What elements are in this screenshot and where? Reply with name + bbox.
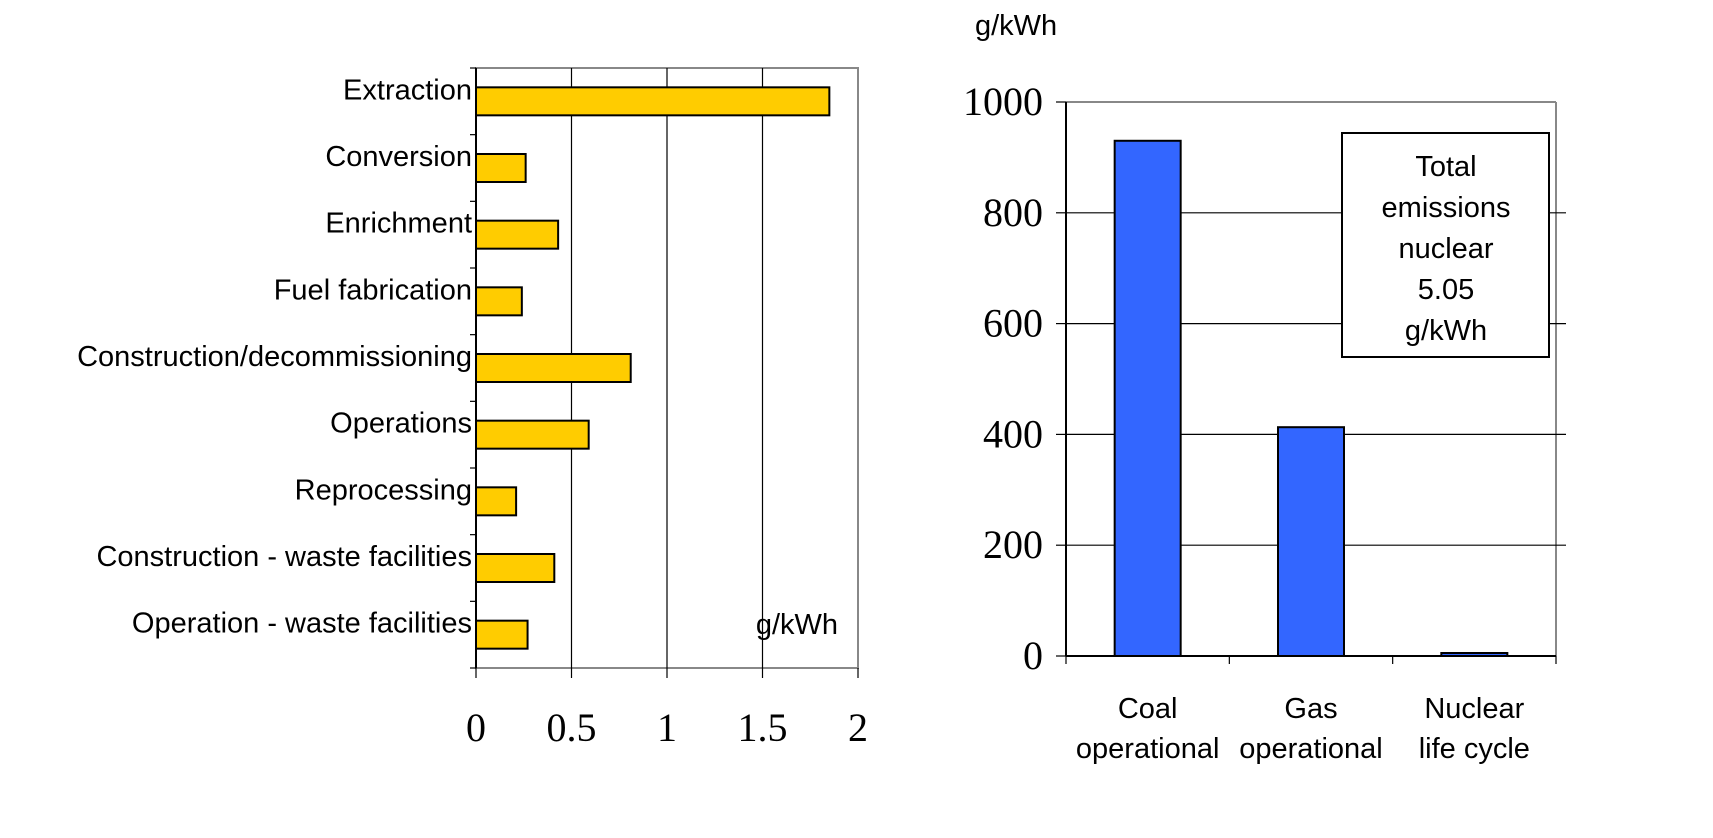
left-x-tick-label: 1.5 (738, 705, 788, 750)
left-bar (475, 153, 527, 183)
annotation-text-line: nuclear (1398, 233, 1493, 265)
right-y-tick-label: 0 (1023, 633, 1043, 678)
left-bar (475, 286, 523, 317)
left-category-label: Operations (330, 408, 472, 440)
left-category-label: Construction/decommissioning (77, 341, 472, 373)
right-category-label: operational (1239, 733, 1383, 765)
right-category-label: Nuclear (1424, 693, 1524, 725)
right-y-tick-label: 800 (983, 190, 1043, 235)
right-category-label: Coal (1118, 693, 1178, 725)
right-chart-emissions-comparison: g/kWh 0 200 400 600 800 1000 Coal operational Gas… (963, 10, 1566, 765)
left-bar (475, 419, 590, 450)
annotation-text-line: emissions (1382, 192, 1511, 224)
left-x-tick-label: 2 (848, 705, 868, 750)
left-chart-fuel-cycle-emissions: 0 0.5 1 1.5 2 Extraction Conversion Enrichment F… (77, 67, 868, 750)
right-category-label: operational (1076, 733, 1220, 765)
annotation-box (1341, 132, 1550, 358)
left-category-label: Fuel fabrication (274, 274, 472, 306)
right-y-tick-label: 400 (983, 411, 1043, 456)
left-bar (475, 353, 632, 383)
left-bar (475, 219, 560, 250)
left-category-label: Conversion (325, 141, 472, 173)
right-y-tick-label: 1000 (963, 79, 1043, 124)
left-category-label: Operation - waste facilities (132, 608, 472, 640)
left-x-tick-label: 1 (657, 705, 677, 750)
left-category-label: Extraction (343, 74, 472, 106)
right-bar (1440, 652, 1509, 657)
right-bar (1277, 426, 1345, 657)
left-bar (475, 486, 518, 517)
annotation-text-line: 5.05 (1418, 274, 1474, 306)
right-y-axis-unit: g/kWh (975, 10, 1057, 42)
left-x-tick-label: 0 (466, 705, 486, 750)
left-x-tick-label: 0.5 (547, 705, 597, 750)
left-bar (475, 553, 556, 583)
right-y-tick-label: 600 (983, 301, 1043, 346)
right-bar (1113, 139, 1182, 657)
left-bar (475, 86, 831, 117)
right-category-label: life cycle (1419, 733, 1530, 765)
left-category-label: Enrichment (325, 208, 472, 240)
left-unit-label: g/kWh (756, 609, 838, 641)
right-y-tick-label: 200 (983, 522, 1043, 567)
right-category-label: Gas (1284, 693, 1337, 725)
annotation-text-line: Total (1415, 151, 1476, 183)
left-category-label: Reprocessing (295, 474, 472, 506)
left-category-label: Construction - waste facilities (96, 541, 472, 573)
annotation-text-line: g/kWh (1405, 315, 1487, 347)
left-bar (475, 619, 529, 650)
